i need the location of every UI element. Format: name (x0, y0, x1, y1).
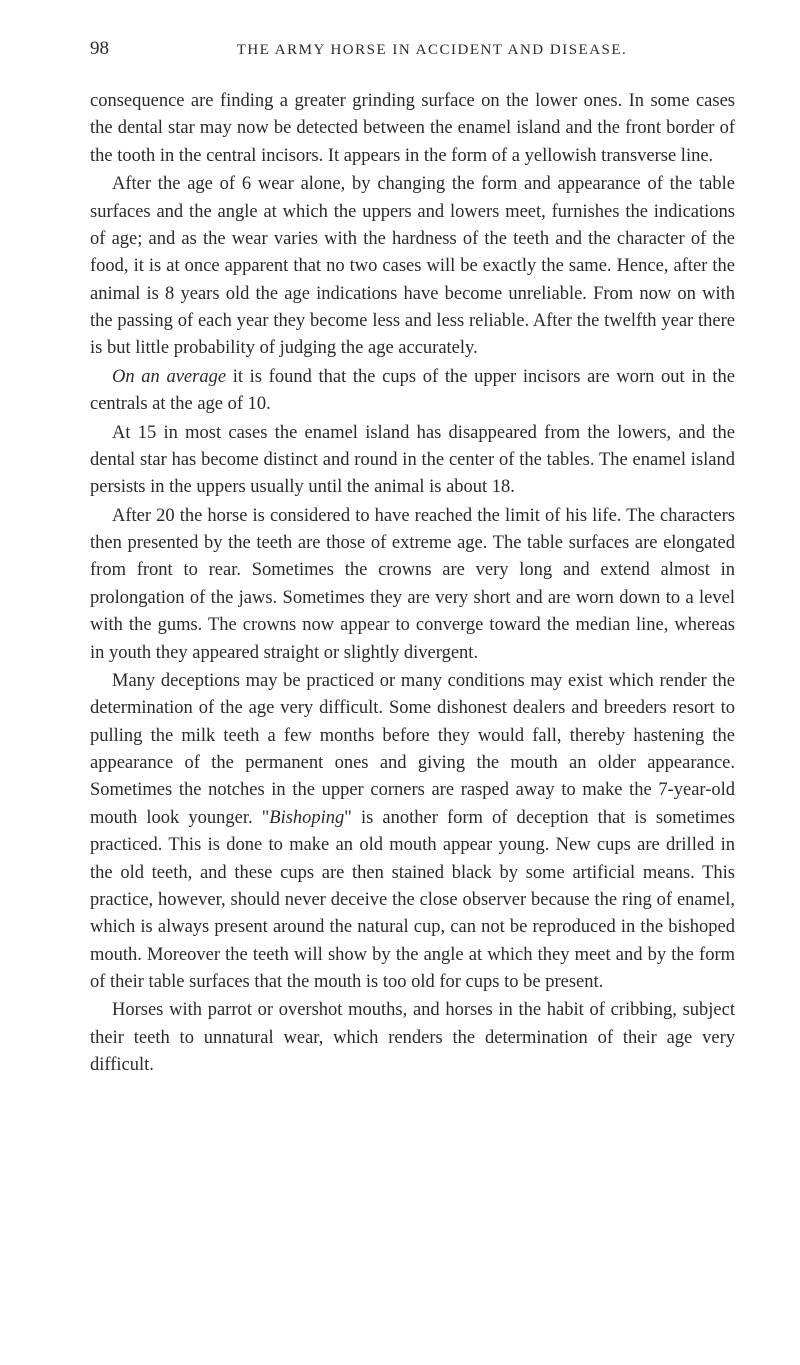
italic-bishoping: Bishoping (269, 808, 344, 828)
paragraph-4: At 15 in most cases the enamel island ha… (90, 420, 735, 502)
running-title: THE ARMY HORSE IN ACCIDENT AND DISEASE. (129, 42, 735, 59)
body-text: consequence are finding a greater grindi… (90, 88, 735, 1080)
page-container: 98 THE ARMY HORSE IN ACCIDENT AND DISEAS… (0, 0, 800, 1131)
paragraph-2: After the age of 6 wear alone, by changi… (90, 171, 735, 363)
paragraph-6: Many deceptions may be practiced or many… (90, 668, 735, 997)
paragraph-3: On an average it is found that the cups … (90, 364, 735, 419)
paragraph-6a: Many deceptions may be practiced or many… (90, 671, 735, 828)
paragraph-6b: " is another form of deception that is s… (90, 808, 735, 992)
paragraph-5: After 20 the horse is considered to have… (90, 503, 735, 667)
page-number: 98 (90, 38, 109, 60)
italic-phrase: On an average (112, 367, 226, 387)
page-header: 98 THE ARMY HORSE IN ACCIDENT AND DISEAS… (90, 38, 735, 60)
paragraph-1: consequence are finding a greater grindi… (90, 88, 735, 170)
paragraph-7: Horses with parrot or overshot mouths, a… (90, 997, 735, 1079)
